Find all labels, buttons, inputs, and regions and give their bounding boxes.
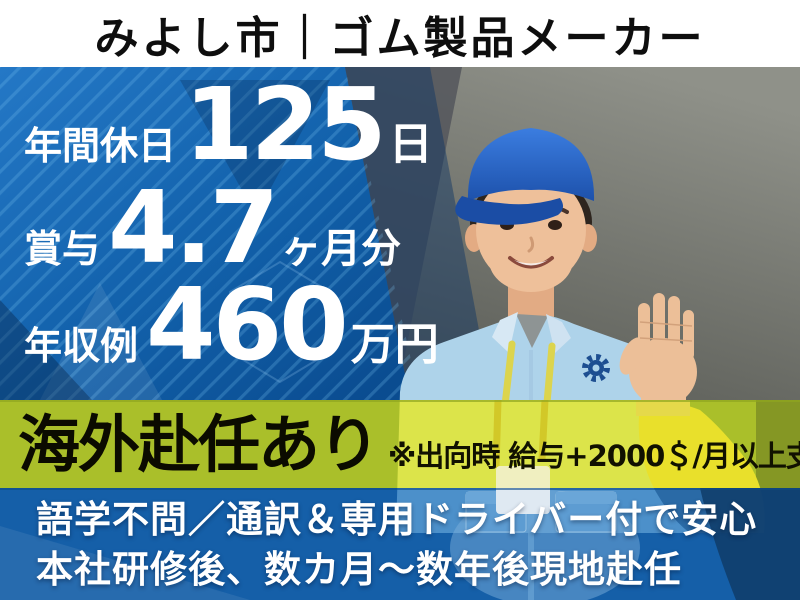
worker-face [476, 173, 586, 292]
highlight-note: ※出向時 給与+2000＄/月以上支給 [388, 439, 800, 473]
stat-row-holidays: 年間休日 125 日 [24, 75, 433, 175]
stat-label: 賞与 [24, 227, 101, 271]
stat-row-bonus: 賞与 4.7 ヶ月分 [24, 178, 401, 278]
header-bar: みよし市｜ゴム製品メーカー [0, 0, 800, 67]
stat-row-salary: 年収例 460 万円 [24, 275, 439, 375]
stat-unit: 万円 [350, 319, 439, 370]
footer-banner: 語学不問／通訳＆専用ドライバー付で安心 本社研修後、数カ月～数年後現地赴任 [36, 495, 757, 595]
blue-panel [0, 67, 492, 400]
highlight-title: 海外赴任あり [18, 408, 380, 481]
footer-band-graphic [0, 488, 800, 600]
stat-label: 年収例 [24, 324, 139, 368]
highlight-band-graphic [0, 400, 800, 488]
stat-value: 4.7 [108, 169, 279, 286]
photo-illustration [0, 67, 800, 600]
stat-value: 460 [146, 266, 349, 383]
worker-cap [455, 128, 595, 225]
footer-line1: 語学不問／通訳＆専用ドライバー付で安心 [36, 498, 758, 541]
highlight-banner: 海外赴任あり ※出向時 給与+2000＄/月以上支給 [18, 400, 800, 488]
stat-unit: 日 [388, 119, 433, 170]
stat-unit: ヶ月分 [281, 226, 402, 272]
footer-line2: 本社研修後、数カ月～数年後現地赴任 [36, 548, 682, 591]
gear-icon [582, 354, 610, 382]
header-title: みよし市｜ゴム製品メーカー [94, 12, 706, 64]
main-visual: 年間休日 125 日 賞与 4.7 ヶ月分 年収例 460 万円 海外赴任あり … [0, 67, 800, 600]
stat-value: 125 [184, 66, 387, 183]
stat-label: 年間休日 [24, 124, 177, 168]
